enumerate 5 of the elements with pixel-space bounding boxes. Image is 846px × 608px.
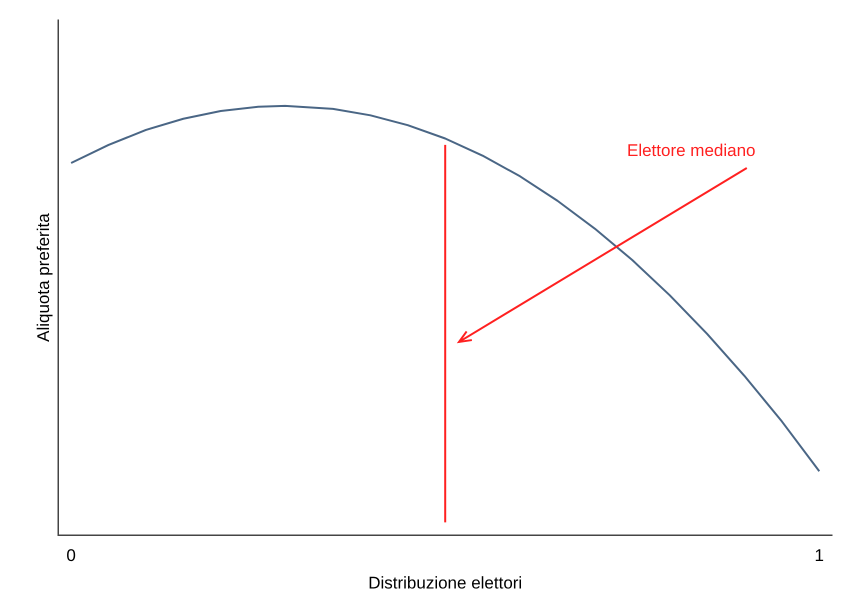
x-tick-label: 0 [66, 546, 76, 566]
y-axis-title: Aliquota preferita [34, 212, 53, 342]
x-tick-label: 1 [814, 546, 824, 566]
x-axis-title: Distribuzione elettori [368, 573, 522, 592]
annotation: Elettore mediano [626, 141, 756, 162]
